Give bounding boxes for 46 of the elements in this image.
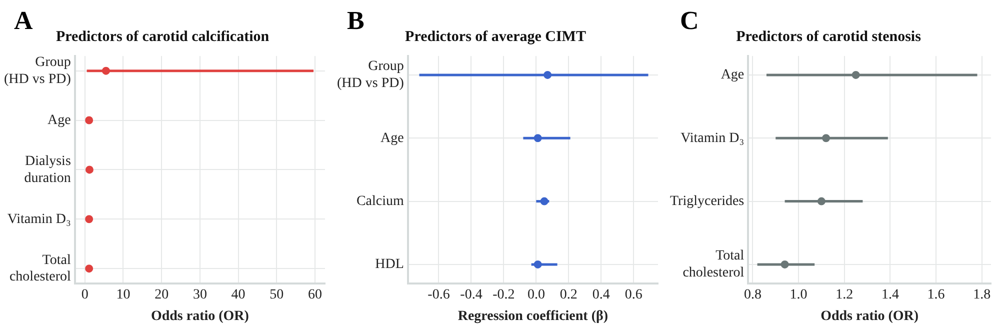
y-tick-label: HDL (375, 257, 404, 272)
x-tick-label: -0.2 (492, 287, 515, 302)
y-tick-label: Triglycerides (670, 194, 744, 209)
x-tick-label: 20 (154, 287, 169, 302)
chart-title: Predictors of carotid stenosis (736, 28, 922, 45)
y-tick-label: Total cholesterol (9, 252, 71, 285)
x-tick-label: 1.6 (927, 287, 945, 302)
x-tick-label: 10 (116, 287, 130, 302)
x-tick-label: 40 (231, 287, 246, 302)
x-axis-title: Odds ratio (OR) (150, 309, 250, 324)
y-tick-label: Age (48, 112, 71, 128)
point (822, 134, 830, 142)
text: A (14, 6, 33, 36)
text: B (347, 6, 364, 36)
x-tick-label: 1.2 (836, 287, 854, 302)
x-tick-label: 0.0 (527, 287, 545, 302)
x-tick-label: 1.0 (790, 287, 808, 302)
point (780, 260, 789, 268)
x-tick-label: 1.4 (881, 287, 899, 302)
y-tick-label: Calcium (356, 194, 404, 209)
x-tick-label: 1.8 (973, 287, 991, 302)
x-tick-label: 60 (308, 287, 322, 302)
x-tick-label: -0.4 (460, 287, 482, 302)
y-tick-label: Group (HD vs PD) (4, 55, 72, 87)
x-tick-label: 0.2 (560, 287, 578, 302)
x-axis-title: Regression coefficient (β) (458, 309, 608, 324)
text: C (680, 6, 699, 36)
x-tick-label: 0.4 (592, 287, 610, 302)
y-tick-label: Dialysis duration (24, 154, 71, 186)
x-tick-label: -0.6 (428, 287, 450, 302)
y-tick-label: Total cholesterol (682, 248, 744, 281)
x-tick-label: 30 (192, 287, 207, 302)
y-tick-label: Age (720, 68, 744, 83)
y-tick-label: Vitamin D₃ (680, 130, 744, 146)
y-tick-label: Group (HD vs PD) (337, 59, 404, 92)
x-axis-title: Odds ratio (OR) (820, 309, 919, 324)
x-tick-label: 50 (270, 287, 284, 302)
x-tick-label: 0.6 (624, 287, 642, 302)
point (852, 70, 860, 79)
y-tick-label: Age (380, 130, 404, 146)
chart-title: Predictors of average CIMT (405, 28, 586, 45)
chart-title: Predictors of carotid calcification (56, 28, 270, 45)
x-tick-label: 0.8 (744, 287, 762, 302)
y-tick-label: Vitamin D₃ (7, 212, 71, 227)
x-tick-label: 0 (81, 287, 88, 302)
point (817, 197, 826, 206)
